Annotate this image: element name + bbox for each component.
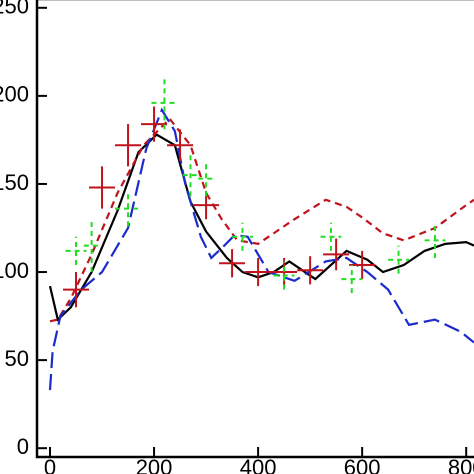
y-tick-label: 100 — [0, 258, 29, 283]
y-tick-label: 50 — [5, 346, 29, 371]
curve — [49, 117, 474, 323]
y-tick-label: 150 — [0, 170, 29, 195]
curve — [48, 107, 474, 391]
y-tick-label: 200 — [0, 82, 29, 107]
x-tick-label: 200 — [136, 455, 173, 474]
x-tick-label: 0 — [44, 455, 56, 474]
y-tick-label: 0 — [17, 434, 29, 459]
plot-frame — [35, 0, 474, 459]
y-tick-label: 250 — [0, 0, 29, 19]
curve — [48, 133, 474, 322]
x-tick-label: 400 — [240, 455, 277, 474]
x-tick-label: 800 — [448, 455, 474, 474]
x-tick-label: 600 — [344, 455, 381, 474]
